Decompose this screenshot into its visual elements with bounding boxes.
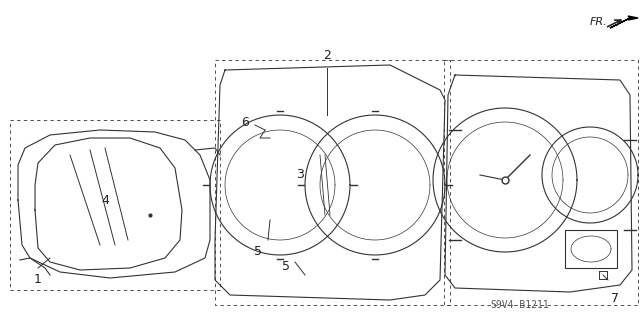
Text: 2: 2 (323, 49, 331, 62)
Text: 7: 7 (611, 292, 619, 305)
Text: S9V4-B1211: S9V4-B1211 (490, 300, 548, 310)
Text: 1: 1 (34, 273, 42, 286)
Text: 4: 4 (101, 194, 109, 206)
Bar (565, 230, 617, 268)
Text: 3: 3 (296, 168, 304, 182)
Text: 5: 5 (282, 260, 290, 273)
Polygon shape (610, 16, 638, 28)
Text: FR.: FR. (590, 17, 607, 27)
Text: 6: 6 (241, 115, 249, 129)
Text: 5: 5 (254, 245, 262, 258)
